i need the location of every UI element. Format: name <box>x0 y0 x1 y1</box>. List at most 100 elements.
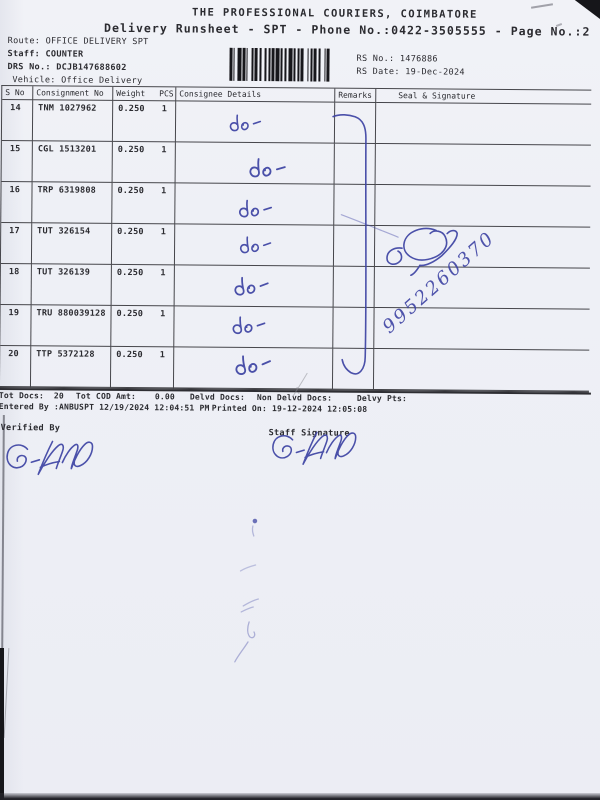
route-field: Route: OFFICE DELIVERY SPT <box>8 36 149 47</box>
cell-pcs: 1 <box>160 309 166 320</box>
header-consignment-no: Consignment No <box>33 86 114 101</box>
company-title: THE PROFESSIONAL COURIERS, COIMBATORE <box>192 6 478 21</box>
tot-docs-value: 20 <box>53 391 64 401</box>
cell-seal-signature <box>374 307 590 351</box>
scan-bottom-shadow <box>0 793 600 800</box>
cell-remarks <box>333 266 375 308</box>
staff-value: COUNTER <box>45 49 84 60</box>
cell-consignment-no: TRP 6319808 <box>32 182 113 224</box>
non-delvd-docs-label: Non Delvd Docs: <box>256 393 333 403</box>
entered-by-value: ANBUSPT 12/19/2024 12:04:51 PM <box>58 402 210 413</box>
barcode-icon <box>229 47 347 82</box>
table-row: 16 TRP 6319808 0.250 1 <box>1 182 591 228</box>
cell-weight-pcs: 0.250 1 <box>112 100 177 143</box>
rs-date-label: RS Date: <box>356 66 400 78</box>
rs-no-value: 1476886 <box>399 54 438 65</box>
cell-weight: 0.250 <box>116 308 144 320</box>
cell-consignee-details <box>174 306 334 349</box>
rs-no-field: RS No.: 1476886 <box>357 54 438 65</box>
table-row: 14 TNM 1027962 0.250 1 <box>1 100 592 146</box>
cell-weight: 0.250 <box>116 267 144 279</box>
header-consignee-details: Consignee Details <box>176 87 336 103</box>
table-row: 18 TUT 326139 0.250 1 <box>0 264 590 310</box>
cell-seal-signature <box>374 225 591 269</box>
runsheet-table: S No Consignment No Weight PCS Consignee … <box>0 85 592 393</box>
cell-remarks <box>334 184 376 226</box>
staff-label: Staff: <box>7 49 41 60</box>
cell-remarks <box>334 102 377 144</box>
cell-pcs: 1 <box>159 350 166 361</box>
cell-s-no: 15 <box>1 141 33 183</box>
header-weight-pcs: Weight PCS <box>113 86 177 102</box>
cell-consignee-details <box>173 347 334 390</box>
cell-weight-pcs: 0.250 1 <box>110 346 175 389</box>
cell-weight-pcs: 0.250 1 <box>112 141 176 184</box>
cell-seal-signature <box>375 184 591 228</box>
drs-no-value: DCJB147688602 <box>56 62 127 73</box>
cell-consignment-no: TTP 5372128 <box>30 346 112 388</box>
cell-consignee-details <box>175 142 335 185</box>
delvy-pts-label: Delvy Pts: <box>356 393 408 404</box>
cell-s-no: 16 <box>1 182 33 224</box>
cell-s-no: 14 <box>1 100 34 142</box>
staff-field: Staff: COUNTER <box>8 49 84 60</box>
cell-pcs: 1 <box>160 268 166 279</box>
cell-remarks <box>333 225 376 267</box>
drs-no-field: DRS No.: DCJB147688602 <box>7 62 126 73</box>
printed-on-value: 19-12-2024 12:05:08 <box>271 404 368 414</box>
cell-s-no: 17 <box>0 223 33 265</box>
staff-signature-label: Staff Signature <box>268 428 350 439</box>
verified-by-label: Verified By <box>0 423 61 434</box>
route-label: Route: <box>7 36 41 47</box>
header-pcs: PCS <box>159 89 174 99</box>
cell-pcs: 1 <box>160 227 167 238</box>
table-row: 19 TRU 880039128 0.250 1 <box>0 305 590 351</box>
rs-date-field: RS Date: 19-Dec-2024 <box>356 67 464 78</box>
cell-pcs: 1 <box>161 145 167 156</box>
table-row: 17 TUT 326154 0.250 1 <box>0 223 591 269</box>
cell-weight-pcs: 0.250 1 <box>111 223 176 266</box>
cell-weight: 0.250 <box>117 226 144 238</box>
rs-no-label: RS No.: <box>356 53 395 65</box>
tot-docs-label: Tot Docs: <box>0 391 45 401</box>
cell-weight: 0.250 <box>117 144 145 156</box>
cell-consignment-no: TRU 880039128 <box>31 305 112 347</box>
cell-weight: 0.250 <box>116 349 143 361</box>
header-weight: Weight <box>116 88 146 99</box>
cell-pcs: 1 <box>161 104 168 115</box>
entered-by-label: Entered By : <box>0 402 60 412</box>
printed-on-label: Printed On: <box>211 403 268 414</box>
verified-by-signature <box>6 440 94 476</box>
entered-by-field: Entered By :ANBUSPT 12/19/2024 12:04:51 … <box>0 402 210 413</box>
table-row: 20 TTP 5372128 0.250 1 <box>0 346 590 392</box>
cell-seal-signature <box>374 266 590 310</box>
cell-seal-signature <box>373 348 590 392</box>
cell-weight: 0.250 <box>117 185 145 197</box>
rs-date-value: 19-Dec-2024 <box>405 67 465 78</box>
cell-remarks <box>332 348 375 390</box>
cell-consignee-details <box>175 183 335 226</box>
cell-weight: 0.250 <box>118 103 145 115</box>
scan-left-edge-shadow <box>0 648 4 800</box>
route-value: OFFICE DELIVERY SPT <box>45 36 149 48</box>
cell-remarks <box>334 143 376 185</box>
vehicle-value: Office Delivery <box>61 75 143 87</box>
cell-consignee-details <box>174 224 335 267</box>
cell-consignee-details <box>174 265 334 308</box>
ink-smudges <box>234 518 259 663</box>
tot-cod-label: Tot COD Amt: <box>75 391 137 402</box>
drs-no-label: DRS No.: <box>7 62 51 73</box>
cell-consignment-no: TUT 326139 <box>31 264 112 306</box>
vehicle-label: Vehicle: <box>12 75 56 86</box>
delvd-docs-label: Delvd Docs: <box>189 392 246 402</box>
cell-consignee-details <box>175 101 336 144</box>
cell-consignment-no: TNM 1027962 <box>32 100 114 142</box>
cell-s-no: 18 <box>0 264 32 306</box>
header-remarks: Remarks <box>335 88 377 103</box>
cell-s-no: 20 <box>0 346 32 388</box>
tot-cod-value: 0.00 <box>154 392 176 402</box>
cell-remarks <box>333 307 375 349</box>
runsheet-title: Delivery Runsheet - SPT - Phone No.:0422… <box>104 20 591 39</box>
cell-consignment-no: CGL 1513201 <box>32 141 113 183</box>
